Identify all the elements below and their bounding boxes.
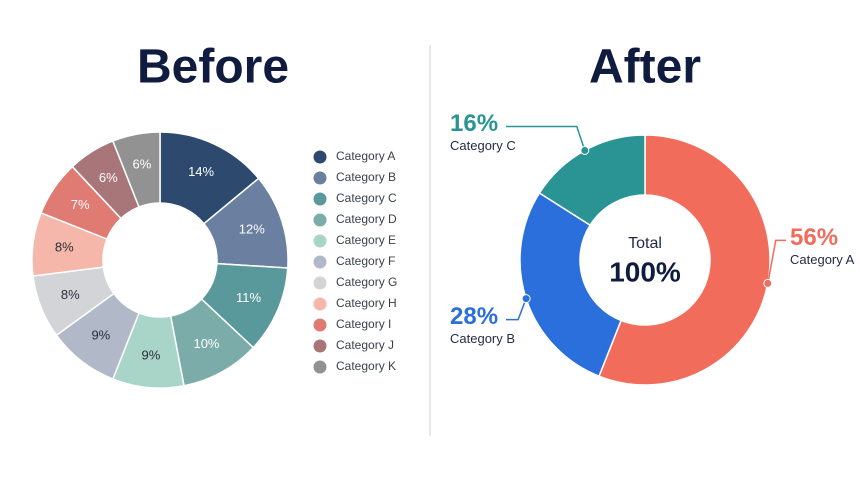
value-label: 11%: [236, 290, 261, 305]
legend-marker: [313, 234, 327, 248]
value-label: 16%: [450, 110, 498, 137]
value-label: 8%: [55, 239, 74, 254]
legend-marker: [313, 255, 327, 269]
value-label: 10%: [193, 336, 219, 351]
legend-marker: [313, 150, 327, 164]
value-label: 6%: [133, 157, 152, 172]
slice: [111, 131, 161, 208]
legend-label: Category C: [336, 191, 397, 205]
slice: [598, 134, 771, 386]
value-label: 56%: [790, 224, 838, 251]
legend-marker: [313, 360, 327, 374]
center-title: Total: [628, 235, 662, 252]
leader-line: [506, 298, 527, 321]
legend-label: Category K: [336, 359, 396, 373]
value-label: 14%: [188, 164, 214, 179]
legend-label: Category H: [336, 296, 397, 310]
legend-label: Category F: [336, 254, 395, 268]
legend-label: Category D: [336, 212, 397, 226]
value-label: 9%: [142, 348, 161, 363]
value-label: 7%: [71, 197, 90, 212]
category-label: Category C: [450, 138, 516, 153]
legend-label: Category A: [336, 149, 395, 163]
chart-title: After: [589, 41, 701, 94]
legend-label: Category J: [336, 338, 394, 352]
legend-marker: [313, 213, 327, 227]
leader-dot: [763, 278, 773, 288]
chart-title: Before: [137, 41, 289, 94]
legend-label: Category B: [336, 170, 396, 184]
value-label: 28%: [450, 303, 498, 330]
leader-line: [767, 239, 786, 284]
slice: [538, 134, 646, 227]
slice: [519, 191, 623, 378]
legend-marker: [313, 297, 327, 311]
value-label: 9%: [91, 328, 110, 343]
value-label: 12%: [239, 222, 265, 237]
center-value: 100%: [609, 256, 681, 287]
leader-dot: [521, 294, 531, 304]
legend-marker: [313, 318, 327, 332]
legend-marker: [313, 192, 327, 206]
legend-marker: [313, 276, 327, 290]
leader-dot: [580, 145, 590, 155]
legend-marker: [313, 171, 327, 185]
legend-marker: [313, 339, 327, 353]
legend-label: Category G: [336, 275, 397, 289]
value-label: 8%: [61, 287, 80, 302]
category-label: Category A: [790, 252, 855, 267]
legend-label: Category E: [336, 233, 396, 247]
legend-label: Category I: [336, 317, 391, 331]
category-label: Category B: [450, 331, 515, 346]
leader-line: [506, 125, 586, 151]
value-label: 6%: [99, 170, 118, 185]
